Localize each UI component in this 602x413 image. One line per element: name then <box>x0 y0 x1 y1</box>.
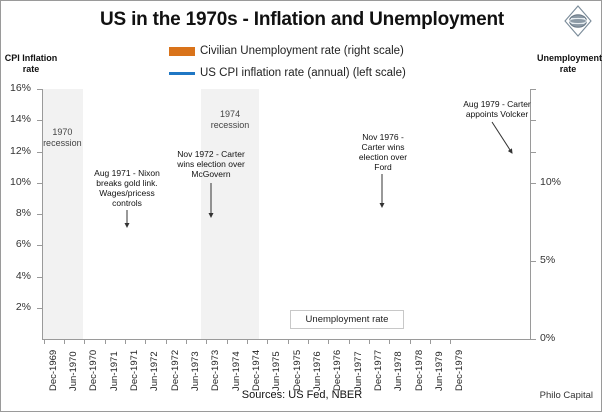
x-axis-tick <box>226 340 228 344</box>
right-axis-line <box>530 89 531 340</box>
annotation-nixon-gold: Aug 1971 - Nixon breaks gold link. Wages… <box>94 168 160 208</box>
left-axis-tick <box>37 151 42 153</box>
right-axis-tick <box>531 89 536 90</box>
x-axis-tick-label: Dec-1975 <box>291 349 303 391</box>
legend-label-inflation: US CPI inflation rate (annual) (left sca… <box>200 67 406 79</box>
x-axis-tick-label: Jun-1975 <box>271 351 283 391</box>
x-axis-tick-label: Dec-1969 <box>47 349 59 391</box>
legend-swatch-bar-icon <box>169 46 195 56</box>
left-axis-tick-label: 12% <box>9 144 31 157</box>
left-axis-tick-label: 8% <box>15 207 31 219</box>
x-axis-tick <box>206 340 208 344</box>
x-axis-tick <box>389 340 391 344</box>
x-axis-tick <box>84 340 86 344</box>
right-axis-tick <box>531 151 536 153</box>
x-axis-tick-label: Jun-1974 <box>230 351 242 391</box>
recession-label-1: 1970 recession <box>43 127 82 148</box>
legend-item-unemployment: Civilian Unemployment rate (right scale) <box>169 42 439 60</box>
left-axis-line <box>42 89 43 340</box>
left-axis-tick <box>37 245 42 247</box>
philo-capital-diamond-logo <box>561 4 595 38</box>
x-axis-tick <box>308 340 309 344</box>
legend-item-inflation: US CPI inflation rate (annual) (left sca… <box>169 64 439 82</box>
credit-note: Philo Capital <box>539 390 593 401</box>
left-axis-tick-label: 6% <box>15 238 31 251</box>
x-axis-tick <box>450 340 452 344</box>
left-axis-tick <box>37 120 42 122</box>
x-axis-tick <box>247 340 248 344</box>
x-axis-tick-label: Dec-1973 <box>210 349 222 391</box>
annotation-carter-volcker: Aug 1979 - Carter appoints Volcker <box>463 99 531 119</box>
x-axis-tick-label: Jun-1970 <box>68 351 80 391</box>
x-axis-tick-label: Dec-1971 <box>129 349 141 391</box>
x-axis-tick-label: Dec-1972 <box>169 349 181 391</box>
left-axis-tick <box>37 276 42 278</box>
left-axis-tick <box>37 214 42 215</box>
x-axis-tick <box>430 340 431 344</box>
annotation-nixon-mcgovern: Nov 1972 - Carter wins election over McG… <box>177 149 245 179</box>
x-axis-tick-label: Dec-1970 <box>88 349 100 391</box>
x-axis-tick-label: Jun-1979 <box>434 351 446 391</box>
x-axis-tick <box>104 340 106 344</box>
x-axis-tick <box>145 340 147 344</box>
x-axis-tick <box>348 340 350 344</box>
x-axis-tick-label: Dec-1974 <box>251 349 263 391</box>
right-axis-title: Unemployment rate <box>537 53 602 74</box>
right-axis-tick <box>531 120 536 122</box>
x-axis-tick <box>328 340 330 344</box>
left-axis-title: CPI Inflation rate <box>4 53 58 74</box>
left-axis-tick-label: 4% <box>15 269 31 282</box>
right-axis-tick-label: 5% <box>540 253 556 266</box>
x-axis-tick-label: Dec-1976 <box>332 349 344 391</box>
plot-background <box>42 89 530 339</box>
unemployment-rate-inline-label: Unemployment rate <box>290 310 404 329</box>
left-axis-tick <box>37 182 42 184</box>
plot-area: 1970 recession 1974 recession <box>42 89 530 339</box>
x-axis-tick <box>64 340 65 344</box>
left-axis-tick <box>37 307 42 309</box>
legend-label-unemployment: Civilian Unemployment rate (right scale) <box>200 45 404 57</box>
x-axis-tick <box>43 340 45 344</box>
x-axis-tick-label: Dec-1977 <box>373 349 385 391</box>
recession-label-2: 1974 recession <box>210 109 250 130</box>
legend-swatch-line-icon <box>169 71 195 75</box>
bottom-axis-line <box>42 339 531 340</box>
left-axis-tick <box>37 89 42 90</box>
left-axis-tick-label: 2% <box>15 300 31 313</box>
x-axis-tick-label: Jun-1972 <box>149 351 161 391</box>
sources-note: Sources: US Fed, NBER <box>241 389 363 401</box>
left-axis-tick-label: 10% <box>9 175 31 188</box>
x-axis-tick-label: Dec-1979 <box>454 349 466 391</box>
recession-band-1 <box>42 89 83 339</box>
x-axis-tick-label: Dec-1978 <box>413 349 425 391</box>
left-axis-tick-label: 16% <box>9 82 31 94</box>
x-axis-tick <box>186 340 187 344</box>
unemployment-rate-inline-text: Unemployment rate <box>305 314 389 325</box>
x-axis-tick <box>369 340 370 344</box>
right-axis-tick <box>531 182 536 184</box>
right-axis-tick-label: 0% <box>540 332 556 344</box>
x-axis-tick <box>409 340 411 344</box>
x-axis-tick <box>125 340 126 344</box>
left-axis-tick-label: 14% <box>9 113 31 126</box>
chart-title: US in the 1970s - Inflation and Unemploy… <box>100 9 504 30</box>
x-axis-tick <box>165 340 167 344</box>
annotation-carter-ford: Nov 1976 - Carter wins election over For… <box>358 132 408 172</box>
x-axis-tick-label: Jun-1973 <box>190 351 202 391</box>
x-axis-tick-label: Jun-1971 <box>108 351 120 391</box>
right-axis-tick <box>531 339 536 340</box>
x-axis-tick <box>267 340 269 344</box>
x-axis-tick-label: Jun-1978 <box>393 351 405 391</box>
x-axis-tick <box>287 340 289 344</box>
right-axis-tick-label: 10% <box>540 175 562 188</box>
right-axis-tick <box>531 260 536 262</box>
x-axis-tick-label: Jun-1977 <box>352 351 364 391</box>
chart-legend: Civilian Unemployment rate (right scale)… <box>169 42 439 86</box>
x-axis-tick-label: Jun-1976 <box>312 351 324 391</box>
